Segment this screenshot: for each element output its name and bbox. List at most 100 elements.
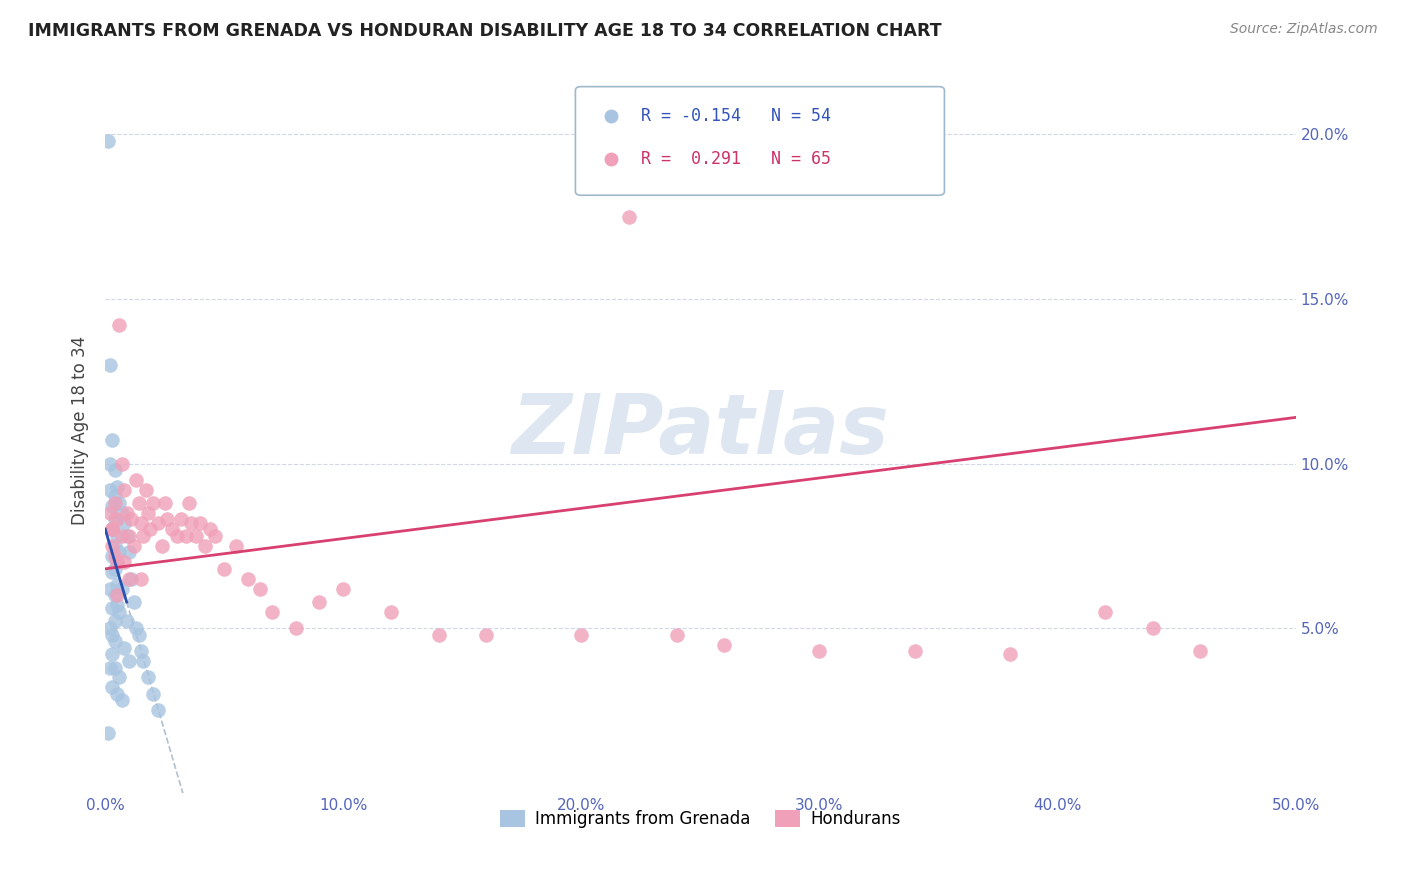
Point xyxy=(225,539,247,553)
Point xyxy=(104,496,127,510)
Point xyxy=(101,565,124,579)
Point xyxy=(260,605,283,619)
Text: Source: ZipAtlas.com: Source: ZipAtlas.com xyxy=(1230,22,1378,37)
Point xyxy=(380,605,402,619)
Point xyxy=(101,522,124,536)
Point xyxy=(104,660,127,674)
Point xyxy=(104,588,127,602)
Point xyxy=(111,693,134,707)
Point xyxy=(101,522,124,536)
Point xyxy=(139,522,162,536)
Point xyxy=(105,555,128,569)
Point xyxy=(108,670,131,684)
Point xyxy=(98,506,121,520)
Point xyxy=(101,434,124,448)
Point xyxy=(105,555,128,569)
Point xyxy=(120,512,142,526)
Point xyxy=(105,588,128,602)
Point xyxy=(105,529,128,543)
Point xyxy=(125,621,148,635)
Point xyxy=(617,210,640,224)
Point xyxy=(1189,644,1212,658)
Point xyxy=(112,640,135,655)
Point xyxy=(104,549,127,563)
Point xyxy=(101,539,124,553)
Point xyxy=(150,539,173,553)
Point xyxy=(98,582,121,596)
Point xyxy=(136,506,159,520)
Point xyxy=(427,628,450,642)
Point xyxy=(101,549,124,563)
Point xyxy=(118,572,141,586)
Point xyxy=(125,473,148,487)
Point xyxy=(105,687,128,701)
Point xyxy=(808,644,831,658)
Point xyxy=(160,522,183,536)
Point xyxy=(105,479,128,493)
Text: R =  0.291   N = 65: R = 0.291 N = 65 xyxy=(641,150,831,168)
Point xyxy=(998,648,1021,662)
Point xyxy=(108,545,131,559)
Point xyxy=(104,562,127,576)
Point xyxy=(104,463,127,477)
Point xyxy=(118,654,141,668)
Point xyxy=(166,529,188,543)
Point xyxy=(129,572,152,586)
Point xyxy=(308,595,330,609)
Point xyxy=(101,628,124,642)
Point xyxy=(1142,621,1164,635)
Point xyxy=(101,500,124,514)
FancyBboxPatch shape xyxy=(575,87,945,195)
Point xyxy=(204,529,226,543)
Point xyxy=(112,516,135,530)
Point xyxy=(198,522,221,536)
Point xyxy=(108,605,131,619)
Point xyxy=(174,529,197,543)
Point xyxy=(98,483,121,497)
Point xyxy=(104,539,127,553)
Point xyxy=(135,483,157,497)
Point xyxy=(170,512,193,526)
Point xyxy=(129,644,152,658)
Point xyxy=(122,539,145,553)
Point xyxy=(194,539,217,553)
Point xyxy=(104,490,127,504)
Point xyxy=(122,595,145,609)
Point xyxy=(98,457,121,471)
Point xyxy=(120,572,142,586)
Point xyxy=(101,681,124,695)
Point xyxy=(115,506,138,520)
Point xyxy=(136,670,159,684)
Text: IMMIGRANTS FROM GRENADA VS HONDURAN DISABILITY AGE 18 TO 34 CORRELATION CHART: IMMIGRANTS FROM GRENADA VS HONDURAN DISA… xyxy=(28,22,942,40)
Point xyxy=(105,512,128,526)
Point xyxy=(118,545,141,559)
Point xyxy=(108,318,131,333)
Point xyxy=(1094,605,1116,619)
Point xyxy=(108,496,131,510)
Point xyxy=(115,529,138,543)
Point xyxy=(111,529,134,543)
Point xyxy=(156,512,179,526)
Point xyxy=(128,496,150,510)
Point xyxy=(146,516,169,530)
Point xyxy=(104,634,127,648)
Point xyxy=(177,496,200,510)
Text: ZIPatlas: ZIPatlas xyxy=(512,390,890,471)
Point xyxy=(713,638,735,652)
Point xyxy=(104,615,127,629)
Legend: Immigrants from Grenada, Hondurans: Immigrants from Grenada, Hondurans xyxy=(494,804,907,835)
Point xyxy=(142,496,165,510)
Point xyxy=(146,703,169,717)
Point xyxy=(112,483,135,497)
Point xyxy=(212,562,235,576)
Point xyxy=(97,726,120,740)
Point xyxy=(128,628,150,642)
Point xyxy=(904,644,927,658)
Point xyxy=(190,516,212,530)
Point xyxy=(184,529,207,543)
Point xyxy=(105,598,128,612)
Point xyxy=(111,582,134,596)
Point xyxy=(665,628,688,642)
Point xyxy=(475,628,498,642)
Point xyxy=(101,601,124,615)
